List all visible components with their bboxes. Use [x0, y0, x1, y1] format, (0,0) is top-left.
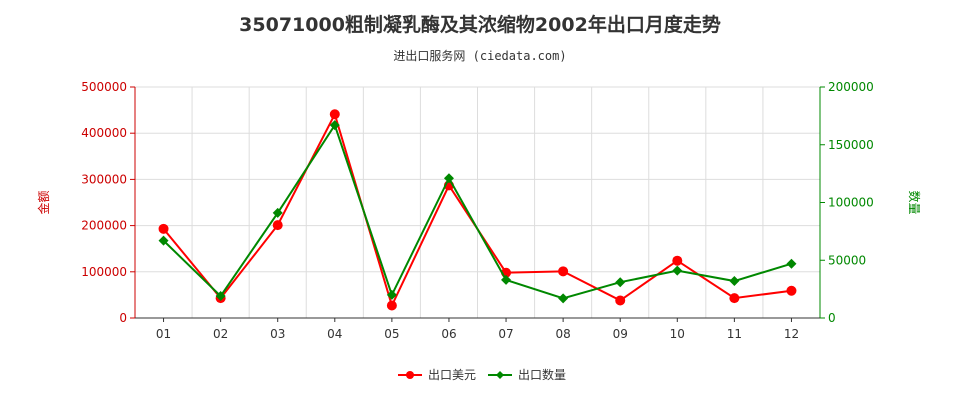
left-axis-tick-label: 200000: [81, 219, 127, 233]
series-1-point: [672, 255, 683, 266]
series-2-point: [329, 120, 340, 131]
x-axis-tick-label: 05: [384, 327, 399, 341]
x-axis-tick-label: 06: [441, 327, 456, 341]
legend-label: 出口数量: [518, 367, 566, 382]
x-axis-tick-label: 10: [670, 327, 685, 341]
series-2-point: [672, 265, 683, 276]
series-2-point: [386, 289, 397, 300]
left-axis-tick-label: 0: [119, 311, 127, 325]
series-1-point: [729, 293, 740, 304]
left-axis-tick-label: 500000: [81, 80, 127, 94]
right-axis-label: 数量: [907, 190, 922, 214]
legend: 出口美元 出口数量: [398, 367, 566, 382]
series-1-point: [786, 285, 797, 296]
right-axis-tick-label: 200000: [828, 80, 874, 94]
series-layer: [158, 109, 797, 311]
left-axis-tick-label: 100000: [81, 265, 127, 279]
x-axis-tick-label: 02: [213, 327, 228, 341]
x-axis-tick-label: 07: [498, 327, 513, 341]
series-2-point: [443, 173, 454, 184]
series-2-point: [272, 207, 283, 218]
series-line-2: [162, 122, 792, 300]
x-axis-tick-label: 04: [327, 327, 342, 341]
right-axis-tick-label: 100000: [828, 196, 874, 210]
x-axis-tick-label: 03: [270, 327, 285, 341]
axis-layer: 金额 数量 0100000200000300000400000500000050…: [36, 80, 922, 341]
left-axis-label: 金额: [36, 190, 51, 214]
left-axis-tick-label: 300000: [81, 172, 127, 186]
series-2-point: [215, 291, 226, 302]
x-axis-tick-label: 09: [613, 327, 628, 341]
series-1-point: [558, 266, 569, 277]
series-1-point: [329, 109, 340, 120]
legend-label: 出口美元: [428, 368, 476, 382]
x-axis-tick-label: 11: [727, 327, 742, 341]
legend-swatch-marker: [496, 371, 504, 379]
series-1-point: [158, 223, 169, 234]
x-axis-tick-label: 01: [156, 327, 171, 341]
x-axis-tick-label: 12: [784, 327, 799, 341]
series-2-point: [501, 274, 512, 285]
series-1-point: [615, 295, 626, 306]
series-2-point: [158, 235, 169, 246]
series-2-point: [615, 277, 626, 288]
left-axis-tick-label: 400000: [81, 126, 127, 140]
right-axis-tick-label: 50000: [828, 253, 866, 267]
right-axis-tick-label: 150000: [828, 138, 874, 152]
series-1-point: [272, 220, 283, 231]
series-1-point: [386, 300, 397, 311]
series-2-point: [786, 258, 797, 269]
x-axis-tick-label: 08: [555, 327, 570, 341]
chart-subtitle: 进出口服务网 (ciedata.com): [393, 49, 567, 63]
grid-layer: [134, 86, 821, 319]
right-axis-tick-label: 0: [828, 311, 836, 325]
series-2-point: [558, 293, 569, 304]
chart-title: 35071000粗制凝乳酶及其浓缩物2002年出口月度走势: [239, 14, 721, 36]
legend-swatch-marker: [406, 371, 414, 379]
series-2-point: [729, 276, 740, 287]
